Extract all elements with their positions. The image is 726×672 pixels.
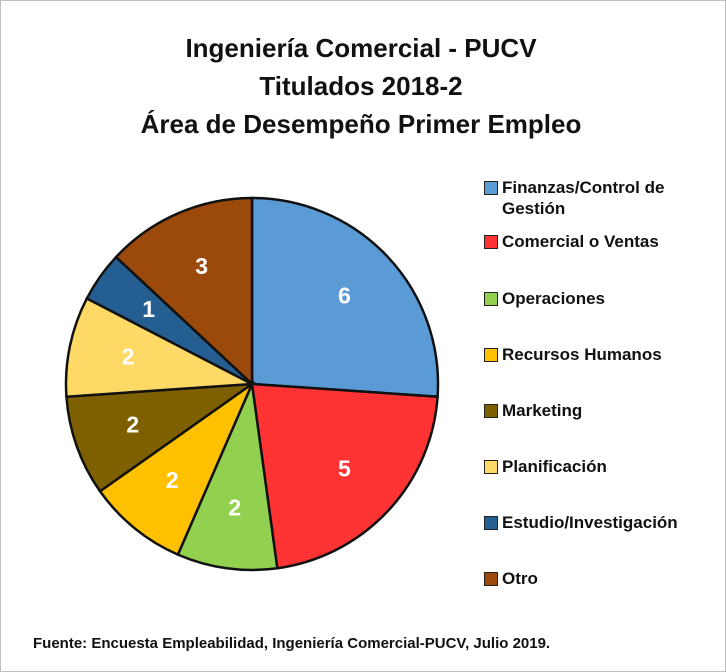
pie-slice (65, 382, 257, 494)
pie-slice (64, 296, 257, 399)
pie-slice (250, 382, 439, 570)
data-label: 5 (338, 455, 351, 481)
legend-swatch (484, 292, 498, 306)
data-label: 2 (228, 494, 241, 520)
legend-swatch (484, 348, 498, 362)
legend-swatch (484, 404, 498, 418)
legend-item: Planificación (484, 456, 712, 477)
legend-label: Recursos Humanos (502, 345, 662, 364)
legend-label: Finanzas/Control de Gestión (502, 178, 665, 218)
chart-title: Área de Desempeño Primer Empleo (141, 109, 582, 139)
legend-item: Finanzas/Control de Gestión (484, 177, 712, 219)
legend-label: Marketing (502, 401, 583, 420)
legend-label: Estudio/Investigación (502, 513, 678, 532)
legend-item: Comercial o Ventas (484, 231, 712, 252)
pie-slice (176, 379, 279, 572)
legend-label: Otro (502, 569, 538, 588)
data-label: 1 (142, 296, 155, 322)
source-note: Fuente: Encuesta Empleabilidad, Ingenier… (33, 635, 551, 652)
legend-label: Planificación (502, 457, 607, 476)
legend-swatch (484, 516, 498, 530)
legend-swatch (484, 460, 498, 474)
legend-swatch (484, 235, 498, 249)
pie-slice (250, 196, 440, 399)
data-label: 2 (166, 467, 179, 493)
data-label: 6 (338, 283, 351, 309)
legend-item: Estudio/Investigación (484, 512, 712, 533)
legend-item: Otro (484, 568, 712, 589)
legend-item: Marketing (484, 400, 712, 421)
legend-swatch (484, 572, 498, 586)
data-label: 2 (122, 343, 135, 369)
legend-swatch (484, 181, 498, 195)
pie-slice (98, 380, 255, 557)
chart-title: Titulados 2018-2 (259, 71, 462, 101)
legend-label: Comercial o Ventas (502, 232, 659, 251)
legend-item: Operaciones (484, 288, 712, 309)
data-label: 3 (195, 253, 208, 279)
legend-item: Recursos Humanos (484, 344, 712, 365)
pie-slice (114, 196, 254, 387)
chart-title: Ingeniería Comercial - PUCV (185, 33, 537, 63)
data-label: 2 (126, 411, 139, 437)
legend-label: Operaciones (502, 289, 605, 308)
